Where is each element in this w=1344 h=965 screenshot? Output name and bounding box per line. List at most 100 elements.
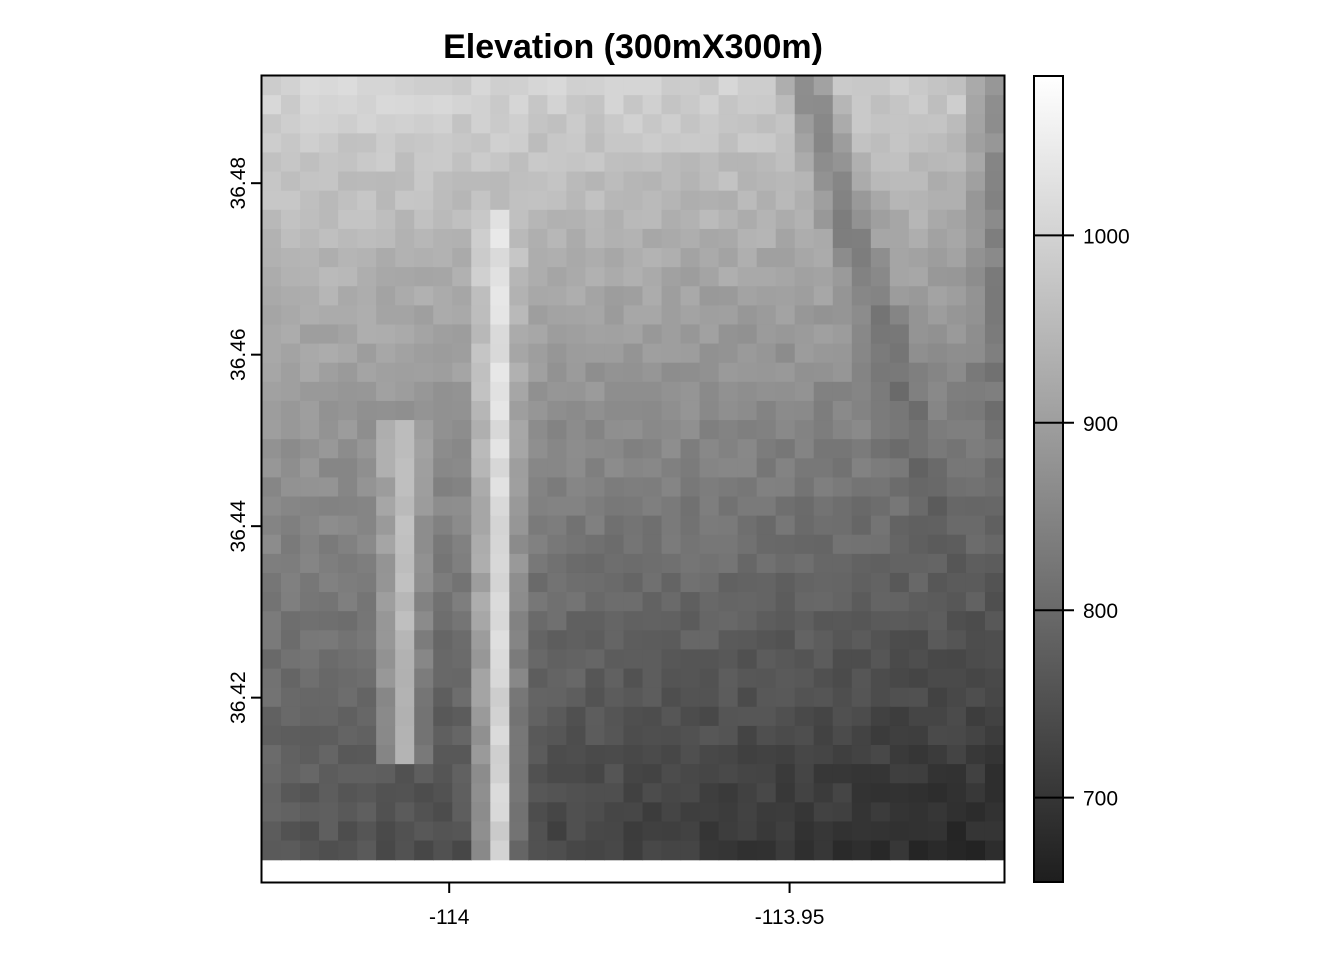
raster-cell xyxy=(851,764,872,784)
raster-cell xyxy=(395,114,415,134)
raster-cell xyxy=(319,458,339,479)
raster-cell xyxy=(395,305,415,326)
raster-cell xyxy=(319,152,339,173)
raster-cell xyxy=(338,553,358,574)
raster-cell xyxy=(509,764,529,784)
raster-cell xyxy=(376,745,396,765)
raster-cell xyxy=(395,553,415,574)
raster-cell xyxy=(319,477,339,498)
raster-cell xyxy=(604,114,625,134)
raster-cell xyxy=(452,553,472,574)
raster-cell xyxy=(281,840,301,861)
raster-cell xyxy=(585,343,606,364)
raster-cell xyxy=(946,649,967,670)
raster-cell xyxy=(851,802,872,823)
raster-cell xyxy=(433,515,453,536)
raster-cell xyxy=(718,209,739,230)
raster-cell xyxy=(946,190,967,211)
raster-cell xyxy=(775,592,796,612)
raster-cell xyxy=(319,821,339,842)
raster-cell xyxy=(262,840,282,861)
raster-cell xyxy=(680,745,701,765)
raster-cell xyxy=(775,76,796,96)
raster-cell xyxy=(319,286,339,306)
raster-cell xyxy=(528,190,548,211)
raster-cell xyxy=(908,515,929,536)
raster-cell xyxy=(737,687,758,708)
raster-cell xyxy=(965,496,986,517)
raster-cell xyxy=(509,190,529,211)
raster-cell xyxy=(585,420,606,440)
raster-cell xyxy=(642,458,663,479)
raster-cell xyxy=(376,802,396,823)
raster-cell xyxy=(984,95,1005,115)
raster-cell xyxy=(737,420,758,440)
raster-cell xyxy=(756,534,777,555)
raster-cell xyxy=(832,534,853,555)
raster-cell xyxy=(281,592,301,612)
raster-cell xyxy=(775,152,796,173)
raster-cell xyxy=(870,611,891,631)
raster-cell xyxy=(813,534,834,555)
raster-cell xyxy=(395,745,415,765)
raster-cell xyxy=(794,458,815,479)
raster-cell xyxy=(585,439,606,459)
raster-cell xyxy=(509,171,529,192)
raster-cell xyxy=(908,286,929,306)
raster-cell xyxy=(281,515,301,536)
raster-cell xyxy=(566,362,587,383)
raster-cell xyxy=(984,209,1005,230)
raster-cell xyxy=(547,439,568,459)
raster-cell xyxy=(433,745,453,765)
raster-cell xyxy=(889,343,910,364)
raster-cell xyxy=(319,362,339,383)
raster-cell xyxy=(300,668,320,689)
raster-cell xyxy=(471,324,491,345)
raster-cell xyxy=(680,477,701,498)
raster-cell xyxy=(490,95,510,115)
raster-cell xyxy=(433,286,453,306)
raster-cell xyxy=(376,171,396,192)
raster-cell xyxy=(319,802,339,823)
raster-cell xyxy=(300,286,320,306)
raster-cell xyxy=(642,630,663,651)
raster-cell xyxy=(490,783,510,803)
raster-cell xyxy=(870,248,891,268)
raster-cell xyxy=(965,228,986,249)
raster-cell xyxy=(946,228,967,249)
raster-cell xyxy=(889,764,910,784)
raster-cell xyxy=(300,477,320,498)
raster-cell xyxy=(319,553,339,574)
raster-cell xyxy=(566,209,587,230)
raster-cell xyxy=(433,572,453,593)
raster-cell xyxy=(889,515,910,536)
raster-cell xyxy=(737,725,758,746)
raster-cell xyxy=(737,649,758,670)
raster-cell xyxy=(680,324,701,345)
raster-cell xyxy=(870,458,891,479)
raster-cell xyxy=(528,305,548,326)
raster-cell xyxy=(528,248,548,268)
raster-cell xyxy=(889,649,910,670)
raster-cell xyxy=(528,687,548,708)
raster-cell xyxy=(547,764,568,784)
raster-cell xyxy=(927,228,948,249)
raster-cell xyxy=(946,821,967,842)
raster-cell xyxy=(756,114,777,134)
raster-cell xyxy=(794,840,815,861)
raster-cell xyxy=(509,400,529,421)
raster-cell xyxy=(642,286,663,306)
raster-cell xyxy=(718,439,739,459)
raster-cell xyxy=(395,687,415,708)
raster-cell xyxy=(737,630,758,651)
raster-cell xyxy=(471,821,491,842)
raster-cell xyxy=(471,95,491,115)
raster-cell xyxy=(851,553,872,574)
raster-cell xyxy=(927,190,948,211)
raster-cell xyxy=(414,400,434,421)
raster-cell xyxy=(623,228,644,249)
raster-cell xyxy=(547,649,568,670)
raster-cell xyxy=(414,687,434,708)
raster-cell xyxy=(338,190,358,211)
raster-cell xyxy=(395,725,415,746)
